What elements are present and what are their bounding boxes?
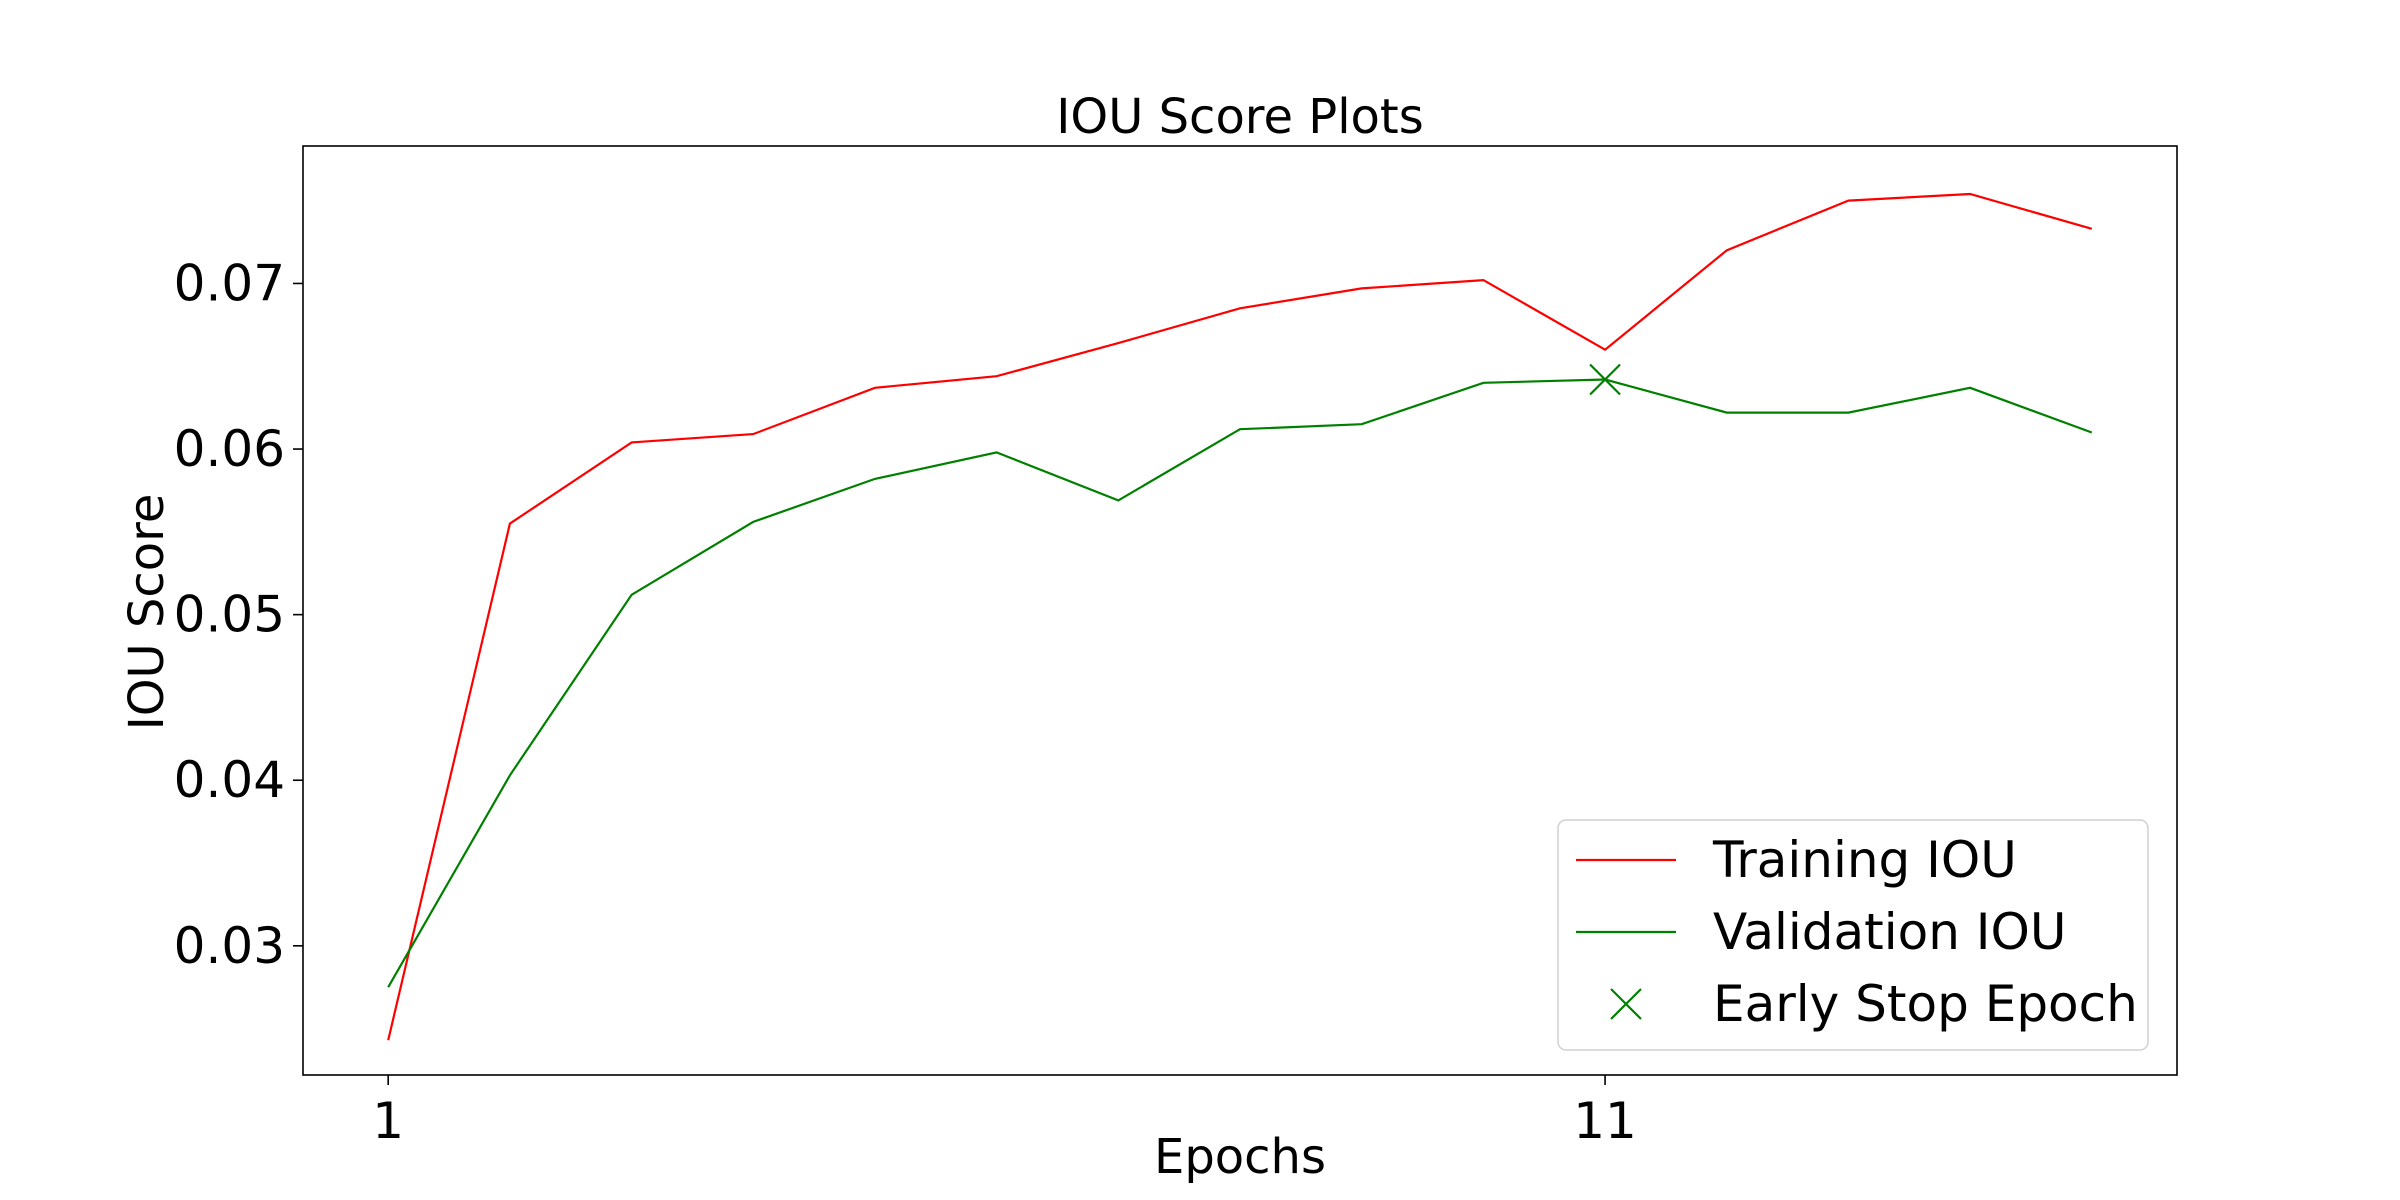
x-axis-label: Epochs bbox=[1154, 1129, 1326, 1185]
early-stop-marker bbox=[1589, 363, 1621, 396]
legend-label: Validation IOU bbox=[1713, 903, 2067, 961]
y-tick-label: 0.07 bbox=[174, 254, 285, 312]
early-stop-marker-stroke bbox=[1589, 363, 1621, 396]
chart-title: IOU Score Plots bbox=[1056, 89, 1424, 145]
legend-box bbox=[1557, 819, 2149, 1051]
legend-swatch-stroke bbox=[1610, 988, 1642, 1020]
legend-swatch bbox=[1610, 988, 1642, 1020]
series-line-training bbox=[387, 192, 2093, 1041]
y-tick-label: 0.05 bbox=[174, 586, 285, 644]
x-tick-label: 1 bbox=[372, 1092, 404, 1150]
x-tick-label: 11 bbox=[1573, 1092, 1637, 1150]
legend: Training IOU Validation IOU Early Stop Epo… bbox=[1557, 819, 2149, 1051]
legend-label: Early Stop Epoch bbox=[1713, 975, 2138, 1033]
plot-frame bbox=[302, 145, 2178, 1076]
plot-area: 0.030.040.050.060.071 11 bbox=[174, 145, 2178, 1150]
y-tick-label: 0.03 bbox=[174, 917, 285, 975]
series-line-validation bbox=[387, 378, 2093, 988]
y-tick-label: 0.06 bbox=[174, 420, 285, 478]
legend-label: Training IOU bbox=[1712, 831, 2017, 889]
y-axis-label: IOU Score bbox=[119, 494, 175, 731]
y-tick-label: 0.04 bbox=[174, 751, 285, 809]
